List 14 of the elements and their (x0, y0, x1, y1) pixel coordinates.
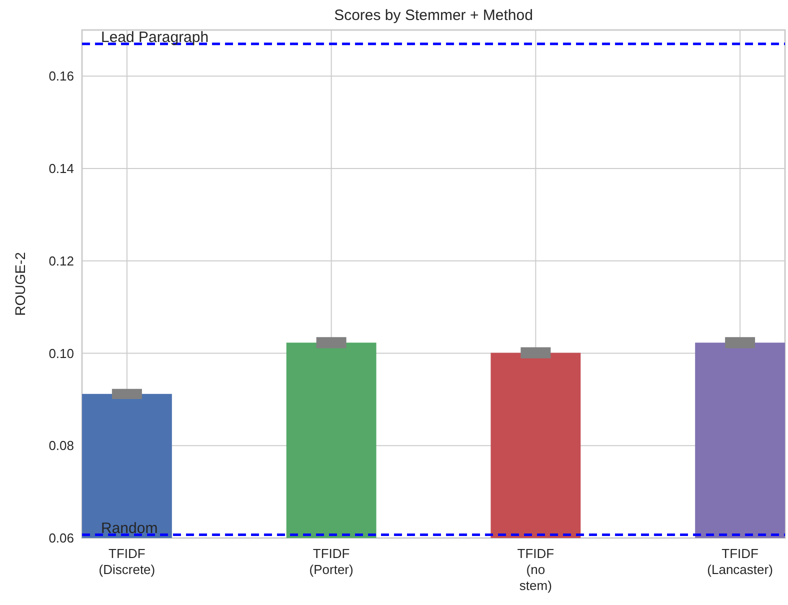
x-tick-label: TFIDF (Porter) (309, 546, 354, 577)
x-tick-label: TFIDF (no stem) (517, 546, 554, 593)
ref-line-label: Lead Paragraph (101, 28, 209, 46)
y-tick-label: 0.12 (48, 253, 74, 268)
y-tick-label: 0.06 (48, 530, 74, 546)
x-tick-label: TFIDF (Discrete) (98, 546, 156, 577)
y-tick-label: 0.16 (48, 68, 74, 84)
ref-line-label: Random (101, 520, 158, 537)
y-axis-title: ROUGE-2 (12, 252, 28, 316)
chart-title: Scores by Stemmer + Method (334, 7, 533, 24)
y-tick-label: 0.08 (48, 438, 74, 454)
y-tick-label: 0.10 (48, 346, 74, 361)
x-tick-label: TFIDF (Lancaster) (707, 546, 773, 577)
y-tick-label: 0.14 (48, 161, 74, 176)
